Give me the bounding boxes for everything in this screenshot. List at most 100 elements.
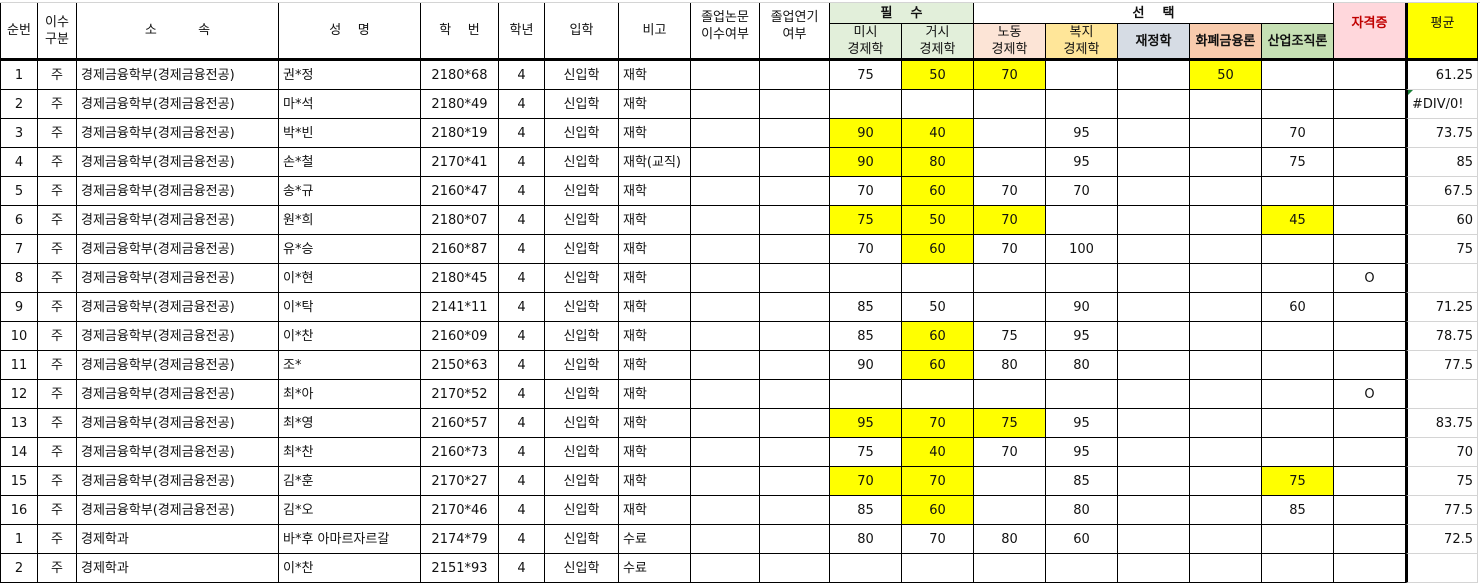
cell-average[interactable] — [1406, 264, 1478, 293]
cell-dept[interactable]: 경제금융학부(경제금융전공) — [77, 351, 279, 380]
header-labor[interactable]: 노동 경제학 — [974, 24, 1046, 61]
cell-score[interactable]: 80 — [830, 525, 902, 554]
cell-certificate[interactable] — [1334, 351, 1406, 380]
cell-score[interactable] — [1262, 438, 1334, 467]
cell-type[interactable]: 주 — [38, 438, 77, 467]
cell-score[interactable]: 80 — [1046, 496, 1118, 525]
cell-no[interactable]: 3 — [0, 119, 38, 148]
header-type[interactable]: 이수 구분 — [38, 3, 77, 61]
cell-score[interactable]: 80 — [1046, 351, 1118, 380]
cell-score[interactable] — [1118, 119, 1190, 148]
cell-certificate[interactable] — [1334, 119, 1406, 148]
cell-id[interactable]: 2160*57 — [421, 409, 499, 438]
cell-dept[interactable]: 경제금융학부(경제금융전공) — [77, 90, 279, 119]
cell-score[interactable] — [974, 90, 1046, 119]
cell-dept[interactable]: 경제금융학부(경제금융전공) — [77, 206, 279, 235]
cell-score[interactable] — [974, 119, 1046, 148]
cell-score[interactable] — [1118, 322, 1190, 351]
cell-year[interactable]: 4 — [499, 322, 545, 351]
cell-average[interactable]: 75 — [1406, 235, 1478, 264]
cell-score[interactable]: 95 — [1046, 438, 1118, 467]
cell-thesis[interactable] — [691, 496, 760, 525]
cell-entry[interactable]: 신입학 — [545, 293, 619, 322]
cell-score[interactable] — [1190, 438, 1262, 467]
cell-score[interactable]: 90 — [830, 119, 902, 148]
cell-type[interactable]: 주 — [38, 206, 77, 235]
cell-entry[interactable]: 신입학 — [545, 148, 619, 177]
cell-id[interactable]: 2160*87 — [421, 235, 499, 264]
cell-score[interactable]: 70 — [974, 61, 1046, 90]
cell-score[interactable] — [1118, 438, 1190, 467]
cell-year[interactable]: 4 — [499, 438, 545, 467]
cell-type[interactable]: 주 — [38, 235, 77, 264]
cell-delay[interactable] — [760, 322, 830, 351]
cell-id[interactable]: 2151*93 — [421, 554, 499, 583]
cell-score[interactable] — [1046, 61, 1118, 90]
cell-score[interactable]: 60 — [902, 322, 974, 351]
cell-year[interactable]: 4 — [499, 148, 545, 177]
cell-average[interactable]: 83.75 — [1406, 409, 1478, 438]
cell-certificate[interactable] — [1334, 235, 1406, 264]
cell-type[interactable]: 주 — [38, 61, 77, 90]
cell-score[interactable]: 75 — [974, 322, 1046, 351]
cell-score[interactable]: 90 — [1046, 293, 1118, 322]
cell-score[interactable]: 70 — [974, 235, 1046, 264]
cell-id[interactable]: 2180*45 — [421, 264, 499, 293]
cell-thesis[interactable] — [691, 177, 760, 206]
cell-score[interactable]: 95 — [830, 409, 902, 438]
header-id[interactable]: 학 번 — [421, 3, 499, 61]
cell-delay[interactable] — [760, 351, 830, 380]
cell-score[interactable] — [830, 554, 902, 583]
cell-no[interactable]: 4 — [0, 148, 38, 177]
cell-id[interactable]: 2180*49 — [421, 90, 499, 119]
cell-delay[interactable] — [760, 90, 830, 119]
cell-score[interactable] — [1190, 467, 1262, 496]
cell-delay[interactable] — [760, 525, 830, 554]
cell-score[interactable] — [1262, 380, 1334, 409]
cell-average[interactable] — [1406, 554, 1478, 583]
cell-name[interactable]: 손*철 — [279, 148, 421, 177]
cell-score[interactable]: 95 — [1046, 148, 1118, 177]
cell-dept[interactable]: 경제금융학부(경제금융전공) — [77, 177, 279, 206]
cell-no[interactable]: 6 — [0, 206, 38, 235]
cell-entry[interactable]: 신입학 — [545, 90, 619, 119]
cell-score[interactable]: 60 — [902, 177, 974, 206]
cell-score[interactable] — [1262, 351, 1334, 380]
cell-name[interactable]: 이*찬 — [279, 554, 421, 583]
cell-type[interactable]: 주 — [38, 264, 77, 293]
cell-average[interactable]: 85 — [1406, 148, 1478, 177]
cell-score[interactable]: 85 — [1262, 496, 1334, 525]
cell-name[interactable]: 마*석 — [279, 90, 421, 119]
cell-score[interactable] — [1118, 148, 1190, 177]
cell-score[interactable] — [1262, 322, 1334, 351]
cell-certificate[interactable] — [1334, 525, 1406, 554]
cell-score[interactable]: 95 — [1046, 119, 1118, 148]
cell-score[interactable]: 70 — [974, 438, 1046, 467]
cell-note[interactable]: 재학 — [619, 264, 691, 293]
cell-score[interactable] — [1118, 496, 1190, 525]
cell-score[interactable] — [974, 380, 1046, 409]
cell-score[interactable] — [1190, 380, 1262, 409]
cell-delay[interactable] — [760, 264, 830, 293]
cell-score[interactable]: 70 — [830, 177, 902, 206]
header-thesis[interactable]: 졸업논문 이수여부 — [691, 3, 760, 61]
cell-score[interactable]: 60 — [1046, 525, 1118, 554]
cell-type[interactable]: 주 — [38, 90, 77, 119]
cell-average[interactable]: 78.75 — [1406, 322, 1478, 351]
cell-score[interactable]: 45 — [1262, 206, 1334, 235]
header-certificate[interactable]: 자격증 — [1334, 3, 1406, 61]
cell-score[interactable]: 75 — [830, 438, 902, 467]
cell-type[interactable]: 주 — [38, 351, 77, 380]
cell-score[interactable] — [1118, 351, 1190, 380]
cell-name[interactable]: 이*현 — [279, 264, 421, 293]
cell-average[interactable]: #DIV/0! — [1406, 90, 1478, 119]
cell-delay[interactable] — [760, 61, 830, 90]
cell-score[interactable]: 50 — [902, 293, 974, 322]
cell-year[interactable]: 4 — [499, 264, 545, 293]
cell-no[interactable]: 7 — [0, 235, 38, 264]
cell-score[interactable] — [1118, 264, 1190, 293]
cell-id[interactable]: 2170*46 — [421, 496, 499, 525]
cell-entry[interactable]: 신입학 — [545, 380, 619, 409]
cell-dept[interactable]: 경제금융학부(경제금융전공) — [77, 380, 279, 409]
cell-entry[interactable]: 신입학 — [545, 264, 619, 293]
